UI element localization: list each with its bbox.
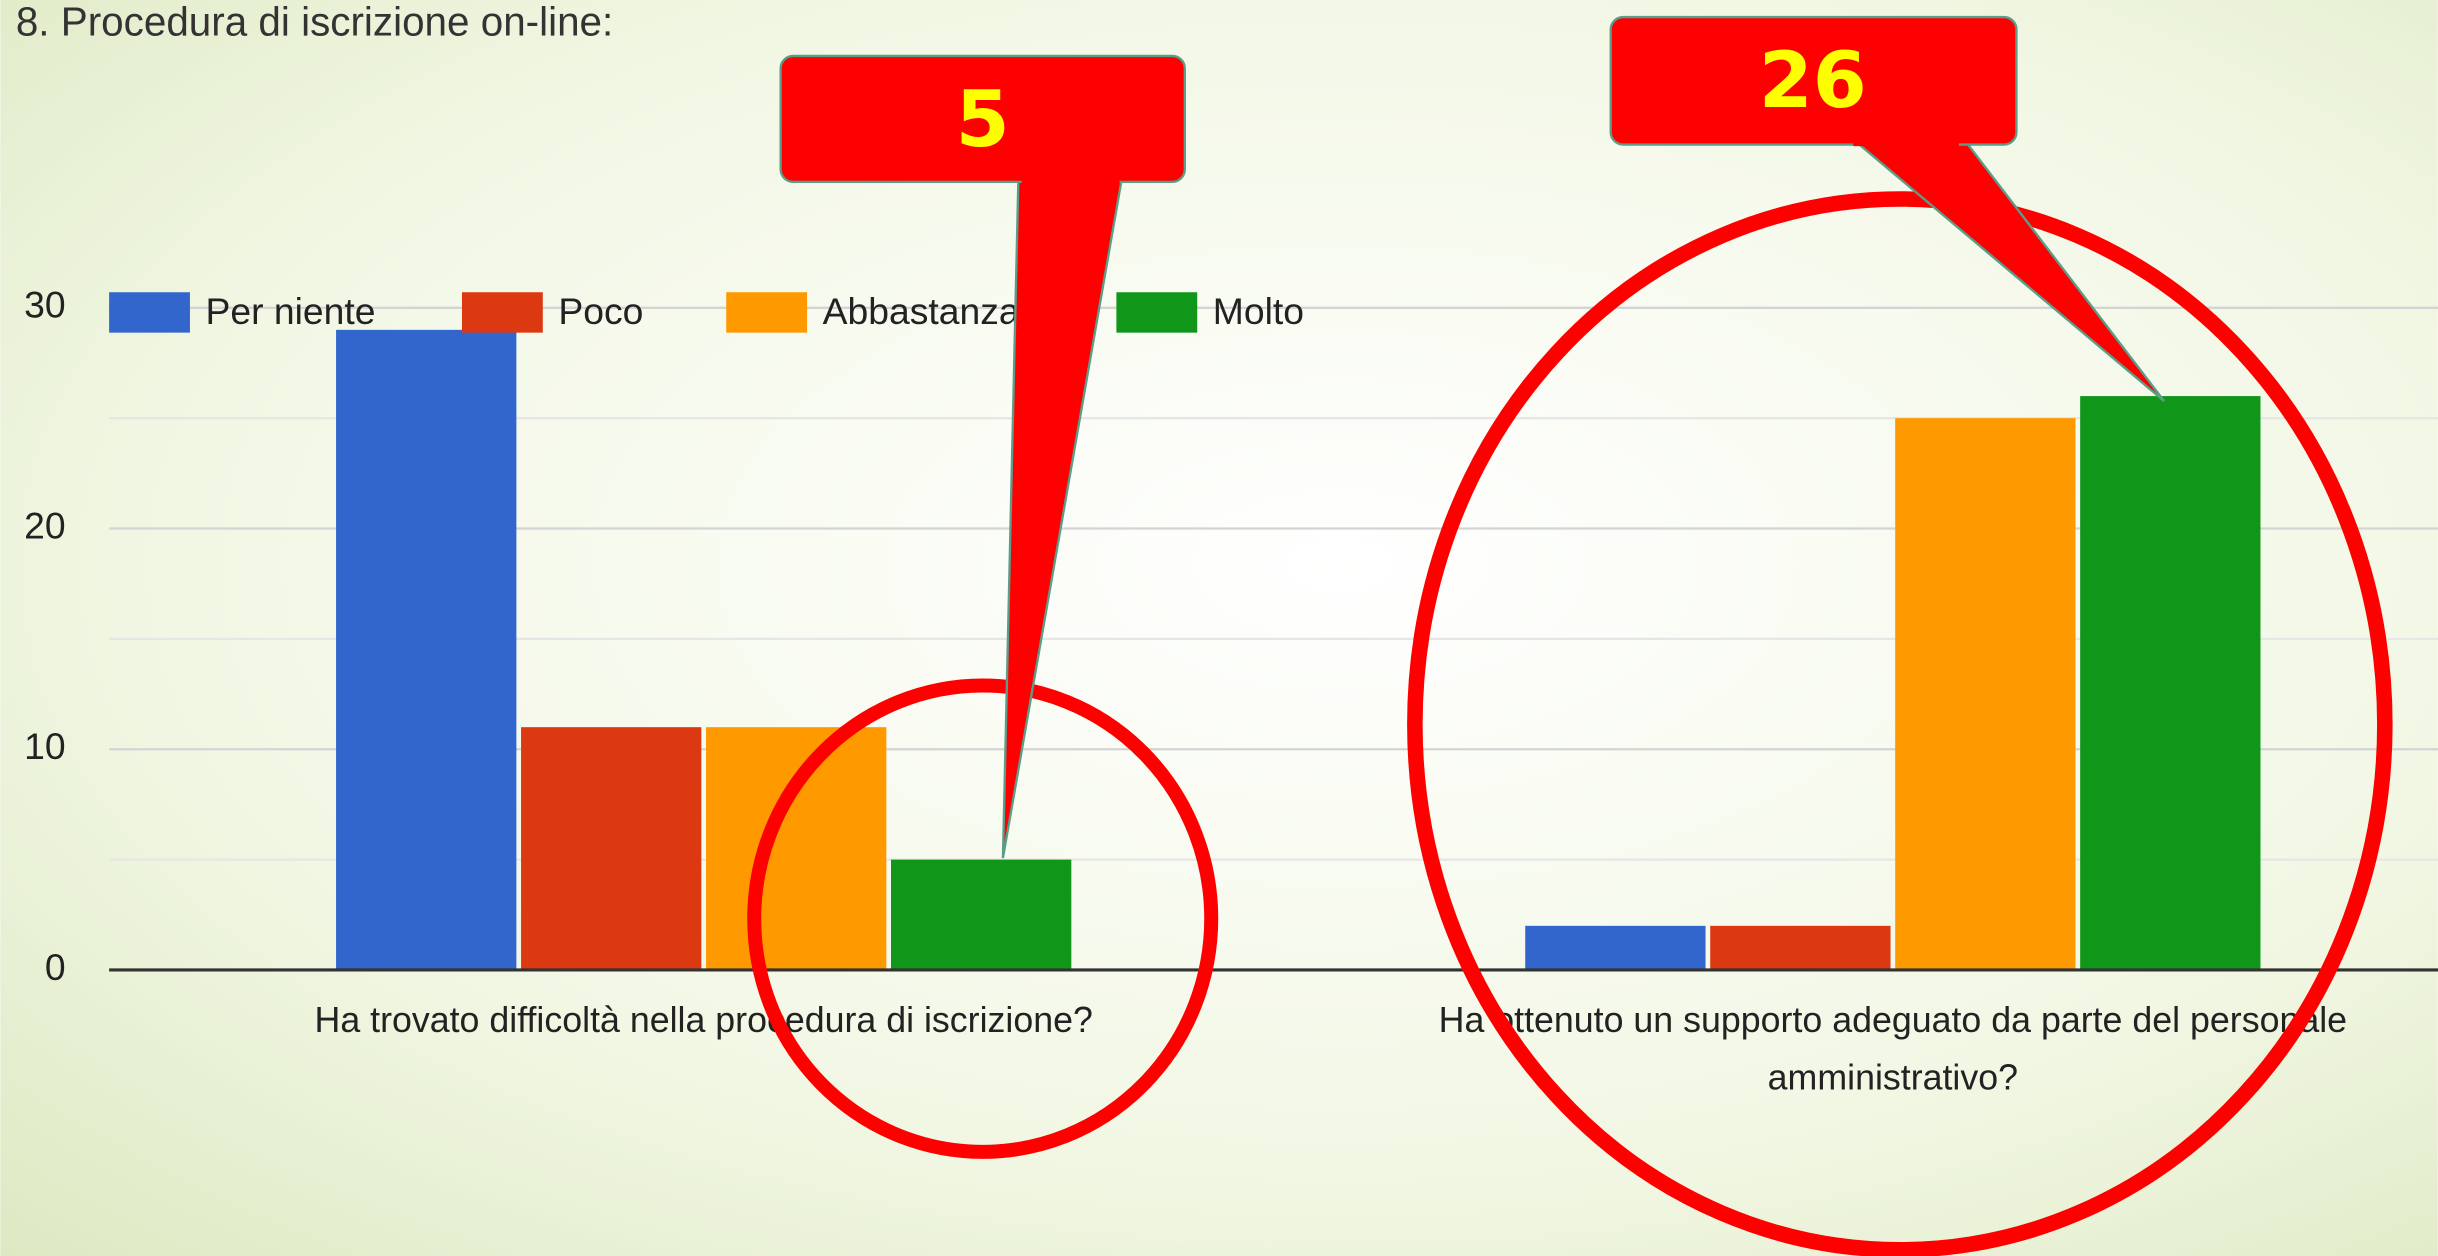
legend-label: Abbastanza xyxy=(823,290,1020,332)
callout-box xyxy=(779,54,1186,184)
bar xyxy=(706,727,887,970)
x-tick-label: Ha ottenuto un supporto adeguato da part… xyxy=(1438,999,2348,1098)
x-tick-label-box: Ha trovato difficoltà nella procedura di… xyxy=(314,999,1093,1040)
chart-title: 8. Procedura di iscrizione on-line: xyxy=(16,0,613,45)
bar xyxy=(1710,925,1891,970)
legend-label: Per niente xyxy=(205,290,375,332)
bar xyxy=(1895,418,2076,970)
legend-swatch xyxy=(726,292,808,333)
highlight-circle xyxy=(1407,191,2393,1256)
legend-label: Poco xyxy=(558,290,643,332)
legend-swatch xyxy=(109,292,190,333)
y-tick-label: 20 xyxy=(24,504,66,546)
callout-fix xyxy=(1021,170,1120,184)
bar xyxy=(521,727,702,970)
callout-fix xyxy=(1853,133,1959,147)
bar xyxy=(1525,925,1706,970)
bar xyxy=(2080,396,2261,970)
legend-label: Molto xyxy=(1213,290,1304,332)
x-tick-label-box: Ha ottenuto un supporto adeguato da part… xyxy=(1438,999,2348,1098)
annotation: 26 xyxy=(1759,36,1867,126)
plot: 0 10 20 30 Ha trovato difficoltà nella proce… xyxy=(24,284,2438,1098)
bar xyxy=(891,859,1072,970)
legend-swatch xyxy=(461,292,543,333)
y-tick-label: 10 xyxy=(24,725,66,767)
y-tick-label: 0 xyxy=(45,946,66,988)
highlight-circle xyxy=(747,678,1219,1159)
overlay: 5 26 xyxy=(747,15,2393,1256)
annotation: 5 xyxy=(956,75,1010,165)
bar xyxy=(336,329,517,970)
y-tick-label: 30 xyxy=(24,284,66,326)
legend-swatch xyxy=(1116,292,1198,333)
callout-box xyxy=(1609,15,2018,146)
x-tick-label: Ha trovato difficoltà nella procedura di… xyxy=(314,999,1093,1040)
